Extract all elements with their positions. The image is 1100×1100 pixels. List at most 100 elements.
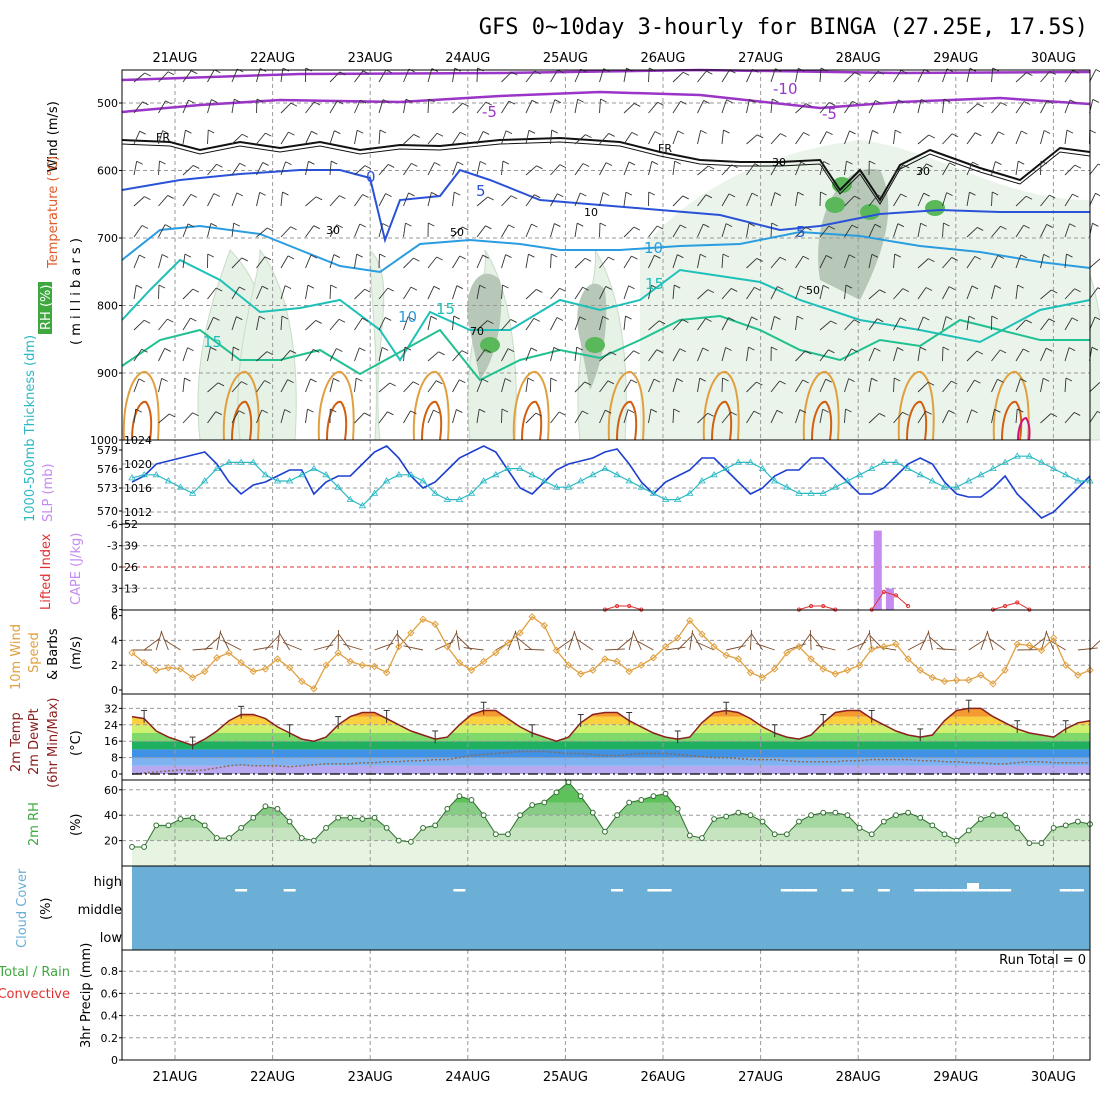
wind-barb xyxy=(623,103,635,114)
wind-barb-flag xyxy=(582,163,590,167)
wind-barb-flag xyxy=(288,131,295,136)
wind-barb-flag xyxy=(1023,224,1030,229)
wind-barb xyxy=(158,224,166,238)
rh-point xyxy=(541,799,548,806)
wind-barb-flag xyxy=(797,191,804,196)
wind-barb xyxy=(525,223,532,238)
date-label-top: 26AUG xyxy=(640,51,685,66)
rh-point xyxy=(747,812,754,819)
wind-barb xyxy=(746,410,755,424)
temperature-contour xyxy=(121,90,1091,114)
wind-barb xyxy=(844,101,853,114)
wind-barb xyxy=(427,162,435,176)
wind-barb-flag xyxy=(822,284,830,289)
wind10-barb xyxy=(726,645,746,651)
freezing-label-1: FR xyxy=(156,131,170,144)
hot-contour xyxy=(711,400,733,441)
wind-barb xyxy=(305,378,311,393)
wind-barb-flag xyxy=(459,379,466,384)
rh-point xyxy=(347,814,354,821)
wind-barb-flag xyxy=(167,318,174,323)
contour-label-15c: 15 xyxy=(203,333,222,351)
wind10-label-2: Speed xyxy=(27,632,42,673)
wind-barb xyxy=(599,192,604,207)
thickness-point xyxy=(407,471,415,478)
wind-barb xyxy=(280,131,289,145)
wind-barb-flag xyxy=(381,346,389,351)
wind-barb-flag xyxy=(1091,346,1099,351)
wind-barb-flag xyxy=(923,192,930,197)
wind-barb-flag xyxy=(556,317,564,321)
temp-band xyxy=(132,749,1090,758)
wind-barb xyxy=(991,379,998,393)
wind-barb-flag xyxy=(705,194,713,199)
wind-barb xyxy=(182,347,188,362)
wind-barb xyxy=(1015,348,1024,362)
wind-barb xyxy=(1064,317,1073,331)
wind-barb xyxy=(795,285,801,300)
wind10-barb xyxy=(737,634,752,651)
wind10-barb xyxy=(313,644,334,651)
wind10-barb xyxy=(750,630,752,651)
wind-barb xyxy=(991,131,999,145)
wind10-point xyxy=(771,665,779,673)
wind-barb xyxy=(697,224,704,238)
thickness-point xyxy=(880,458,888,465)
thickness-point xyxy=(431,489,439,496)
wind-barb-flag xyxy=(680,224,687,229)
wind-lines xyxy=(128,613,1100,693)
wind-barb-flag xyxy=(167,195,174,199)
wind-barb xyxy=(1015,254,1022,269)
rh2m-panel: 60 40 20 2m RH (%) xyxy=(27,779,1093,867)
wind10-barb xyxy=(573,630,582,651)
cloud-panel: high middle low Cloud Cover (%) xyxy=(15,865,1091,951)
wind-barb-flag xyxy=(289,350,297,354)
wind-barb-flag xyxy=(527,377,535,382)
li-point xyxy=(614,603,620,609)
wind-barb xyxy=(697,130,702,145)
wind-barb xyxy=(623,316,626,331)
wind-barb xyxy=(1040,100,1048,114)
wind10-point xyxy=(552,646,561,655)
wind-barb xyxy=(746,223,750,238)
wind-barb-flag xyxy=(969,191,976,196)
wind-barb xyxy=(770,380,780,393)
wind-barb xyxy=(452,409,457,424)
wind-barb xyxy=(942,68,948,83)
wind-barb xyxy=(1040,413,1052,424)
wind-barb-flag xyxy=(1043,130,1051,134)
wind-barb xyxy=(942,192,948,207)
wind-barb-flag xyxy=(897,347,904,351)
wind-barb-flag xyxy=(531,99,539,104)
wind-barb xyxy=(550,287,560,300)
wind-barb-flag xyxy=(656,225,664,230)
wind-barb-flag xyxy=(164,224,172,229)
wind10-point xyxy=(407,629,415,637)
wind-barb xyxy=(207,129,209,145)
wind-barb xyxy=(403,316,409,331)
wind-barb-flag xyxy=(845,284,853,289)
wind-barb xyxy=(305,409,308,424)
wind-barb-flag xyxy=(582,286,589,291)
temp-line xyxy=(131,707,1091,747)
wind-barb xyxy=(207,193,215,207)
wind-barb xyxy=(672,254,678,269)
wind-barb-flag xyxy=(165,100,172,105)
wind-barb xyxy=(991,102,1002,114)
wind-barb xyxy=(623,161,630,176)
wind-barb-flag xyxy=(605,162,613,167)
wind-barb xyxy=(1040,130,1045,145)
wind-barb xyxy=(378,223,384,238)
wind-barb xyxy=(746,192,753,207)
wind10-barb xyxy=(677,635,693,651)
wind10-barb xyxy=(386,632,398,651)
precip-grid xyxy=(122,950,1090,1060)
wind-barb xyxy=(697,100,705,114)
wind-barb-flag xyxy=(258,315,266,320)
wind-barb-flag xyxy=(334,130,341,135)
wind-barb-flag xyxy=(478,408,486,413)
contour-label-15a: 15 xyxy=(436,300,455,318)
wind-barb-flag xyxy=(284,409,291,413)
wind-barb-flag xyxy=(187,223,195,228)
wind-barb xyxy=(133,72,146,83)
